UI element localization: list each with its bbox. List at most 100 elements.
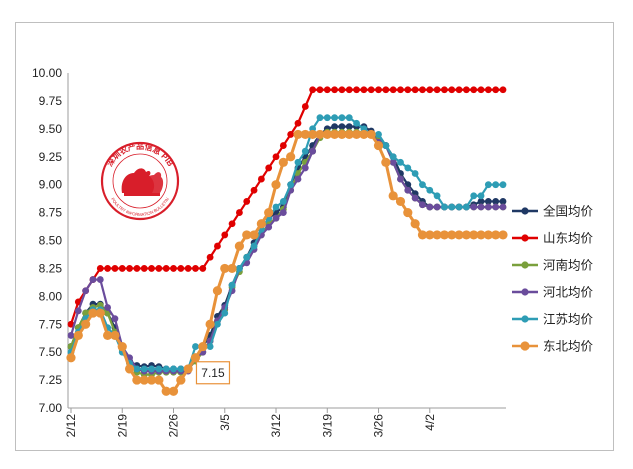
data-point [287,181,295,189]
data-point [118,265,126,272]
data-point [419,181,426,189]
data-point [124,364,135,374]
data-point [499,181,507,189]
data-point [331,123,338,130]
data-point [272,203,280,211]
data-point [433,86,441,94]
x-tick-label: 2/12 [64,414,78,438]
data-point [359,129,369,140]
data-point [155,265,163,272]
data-point [477,203,485,211]
data-point [337,129,347,140]
data-point [441,203,448,211]
data-point [96,276,104,283]
data-point [441,86,448,94]
data-point [279,209,287,216]
data-point [133,265,141,272]
data-point [161,386,171,396]
x-tick-label: 4/2 [423,414,437,431]
data-point [397,175,404,183]
data-point [316,86,324,94]
data-point [462,86,470,94]
data-point [331,86,338,94]
data-point [176,375,186,385]
line-chart: 7.00 7.25 7.50 7.75 8.00 8.25 8.50 8.75 9.00 9.25… [32,66,594,438]
data-point [103,330,113,341]
y-tick-label: 8.00 [39,289,63,303]
rooster-icon [121,168,164,196]
data-point [477,192,485,200]
legend-label: 山东均价 [543,232,594,246]
data-point [214,242,221,250]
data-point [419,86,426,94]
data-point [155,365,163,373]
data-point [162,365,170,373]
data-point [148,265,155,272]
x-tick-label: 2/26 [167,414,181,438]
legend-item: 东北均价 [512,340,594,354]
data-point [205,319,215,329]
data-point [89,276,97,283]
data-point [382,86,390,94]
data-point [499,86,507,94]
legend-label: 河北均价 [543,286,594,300]
data-point [375,131,382,138]
data-point [382,142,390,149]
data-point [404,164,412,172]
data-point [345,86,353,94]
data-point [395,196,406,207]
data-point [433,203,441,211]
data-point [272,214,280,222]
legend-item: 河南均价 [512,258,594,273]
data-point [301,147,309,155]
y-tick-label: 10.00 [32,66,62,80]
data-point [212,286,223,296]
data-point [146,375,157,385]
data-point [199,265,207,272]
data-point [67,332,75,339]
data-point [227,263,237,274]
data-point [271,180,281,190]
data-point [477,86,485,94]
data-point [484,181,492,189]
data-point [477,198,485,205]
data-point [249,230,259,240]
data-point [287,131,295,138]
data-point [117,341,127,352]
data-point [111,315,119,323]
chart-frame: 7.00 7.25 7.50 7.75 8.00 8.25 8.50 8.75 9.00 9.25… [15,22,614,451]
data-point [426,186,434,194]
callout-box [195,361,231,385]
data-point [448,86,456,94]
data-point [389,153,397,161]
data-point [257,175,265,183]
legend-swatch-marker [521,288,529,296]
data-point [397,158,404,166]
data-point [315,129,325,140]
data-point [470,192,478,200]
data-point [484,203,492,211]
legend-label: 江苏均价 [543,312,594,327]
data-point [73,330,83,341]
data-point [462,203,470,211]
data-point [110,330,120,341]
data-point [329,129,340,140]
legend-item: 河北均价 [512,286,594,300]
data-point [242,230,252,240]
data-point [221,231,229,239]
legend-swatch-marker [521,261,529,269]
data-point [425,230,435,240]
data-point [88,308,98,318]
data-point [344,129,354,140]
data-point [388,191,398,201]
data-point [66,353,76,363]
data-point [360,86,368,94]
data-point [411,170,419,177]
data-point [140,265,148,272]
legend-swatch-marker [521,315,529,323]
data-point [162,265,170,272]
data-point [461,230,471,240]
data-point [476,230,486,240]
x-tick-label: 3/19 [320,414,334,438]
data-point [373,140,384,151]
